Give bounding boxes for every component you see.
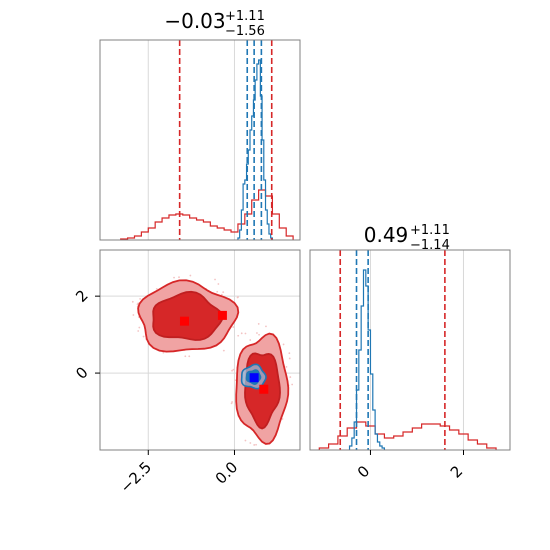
scatter-point	[265, 325, 267, 328]
blue-marker	[249, 373, 259, 383]
red-contour-0-1	[152, 290, 224, 341]
joint-panel: −2.5 0.0 02	[72, 249, 301, 497]
marginal-y-quantile-lines	[339, 250, 446, 450]
scatter-point	[289, 376, 292, 378]
joint-markers	[179, 310, 269, 394]
scatter-point	[131, 300, 134, 303]
scatter-point	[240, 332, 243, 335]
scatter-point	[288, 352, 291, 355]
scatter-point	[249, 339, 252, 341]
marginal-x-quantile-lines	[178, 40, 273, 240]
marginal-y-frame	[309, 249, 511, 451]
marginal-x-frame	[99, 39, 301, 241]
scatter-point	[188, 355, 191, 358]
marginal-x-panel: −0.03 +1.11 −1.56	[99, 9, 301, 241]
marginal-y-title-sub: −1.14	[410, 238, 450, 253]
marginal-y-title-main: 0.49	[364, 223, 409, 247]
marginal-x-histograms	[120, 59, 294, 240]
scatter-point	[189, 274, 192, 277]
scatter-point	[162, 351, 165, 354]
scatter-point	[256, 332, 258, 334]
scatter-point	[253, 444, 256, 446]
marginal-y-title-sup: +1.11	[410, 223, 450, 238]
marginal-x-grid	[147, 40, 235, 240]
scatter-point	[220, 293, 223, 296]
scatter-point	[234, 379, 237, 382]
joint-frame	[99, 249, 301, 451]
scatter-point	[291, 383, 294, 386]
scatter-point	[173, 276, 175, 279]
histogram-series-0	[318, 421, 497, 450]
red-marker-1	[217, 310, 227, 320]
scatter-point	[138, 326, 141, 329]
scatter-point	[244, 439, 247, 442]
scatter-point	[231, 369, 233, 372]
red-marker-0	[179, 316, 189, 326]
scatter-point	[139, 298, 142, 300]
scatter-point	[255, 443, 257, 446]
scatter-point	[132, 314, 135, 316]
marginal-x-title-sub: −1.56	[225, 24, 265, 39]
scatter-point	[214, 278, 216, 281]
scatter-point	[232, 326, 235, 328]
marginal-x-title-main: −0.03	[164, 9, 225, 33]
scatter-point	[288, 357, 291, 360]
scatter-point	[258, 333, 260, 336]
marginal-x-title: −0.03	[164, 9, 225, 33]
histogram-series-1	[348, 269, 386, 450]
scatter-point	[231, 401, 234, 403]
scatter-point	[249, 442, 252, 444]
scatter-point	[244, 332, 247, 335]
scatter-point	[282, 343, 285, 346]
scatter-point	[237, 334, 240, 337]
scatter-point	[237, 296, 239, 298]
scatter-point	[230, 402, 233, 405]
scatter-point	[142, 335, 145, 338]
scatter-point	[281, 418, 284, 420]
scatter-point	[217, 283, 220, 285]
scatter-point	[222, 291, 225, 294]
marginal-y-title: 0.49	[364, 223, 409, 247]
scatter-point	[137, 330, 140, 332]
scatter-point	[232, 368, 235, 371]
marginal-y-histograms	[318, 269, 497, 450]
scatter-point	[222, 349, 225, 352]
red-marker-2	[259, 384, 269, 394]
scatter-point	[216, 290, 219, 293]
histogram-series-1	[237, 59, 274, 240]
scatter-point	[285, 365, 288, 368]
scatter-point	[155, 287, 158, 290]
marginal-x-title-sup: +1.11	[225, 9, 265, 24]
scatter-point	[184, 355, 187, 358]
scatter-point	[257, 323, 260, 325]
scatter-point	[178, 276, 180, 279]
